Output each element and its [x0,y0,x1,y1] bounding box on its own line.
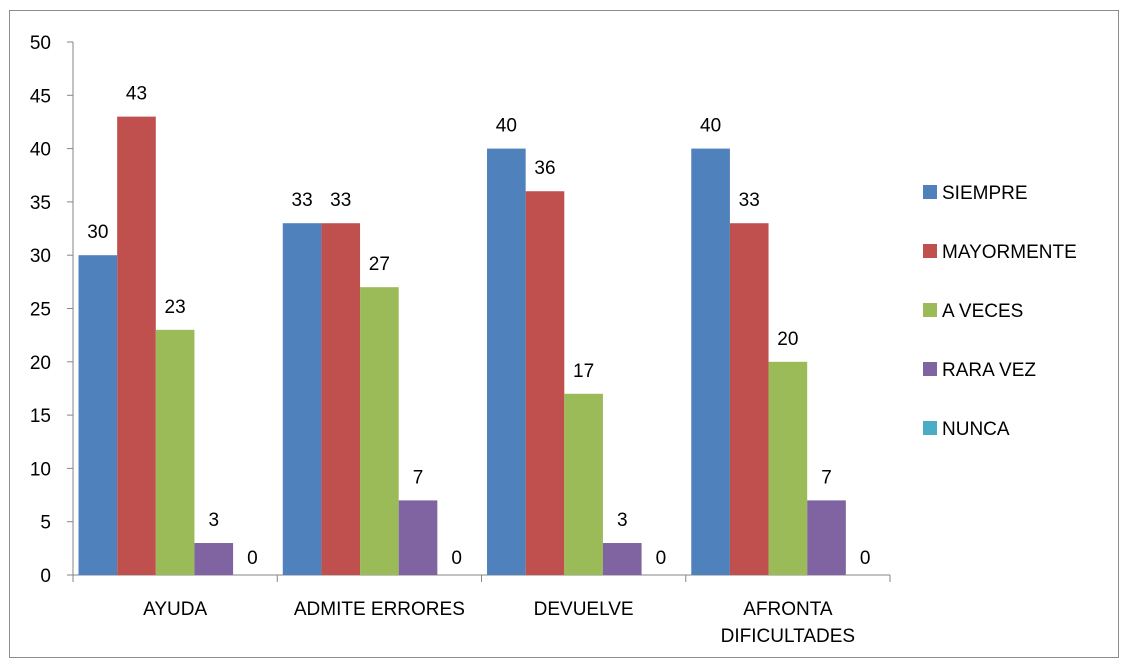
data-label: 0 [860,548,871,569]
bar-rara-vez [398,500,438,575]
data-label: 0 [656,548,667,569]
bar-a-veces [768,361,808,575]
bar-rara-vez [807,500,846,575]
y-tick-label: 20 [30,353,51,374]
data-label: 3 [617,510,628,531]
x-category-label: DIFICULTADES [721,626,855,647]
bar-siempre [78,255,118,575]
data-label: 33 [330,190,351,211]
y-tick-label: 25 [30,300,51,321]
y-tick-label: 5 [40,513,51,534]
data-label: 33 [292,190,313,211]
data-label: 20 [777,329,798,350]
bar-mayormente [729,223,769,575]
legend-label: NUNCA [942,419,1010,440]
bar-mayormente [117,116,156,576]
x-category-label: AYUDA [143,599,207,620]
legend-swatch [923,303,937,317]
data-label: 36 [534,158,555,179]
x-category-label: DEVUELVE [534,599,634,620]
data-label: 27 [369,254,390,275]
data-label: 17 [573,361,594,382]
x-category-label: AFRONTA [743,599,833,620]
bar-rara-vez [602,543,642,575]
legend-swatch [923,244,937,258]
data-label: 23 [165,297,186,318]
bar-siempre [282,223,322,575]
bar-mayormente [525,191,565,576]
data-label: 40 [496,116,517,137]
legend-swatch [923,421,937,435]
legend-label: MAYORMENTE [942,242,1077,263]
bar-a-veces [564,393,603,575]
legend-label: A VECES [942,301,1023,322]
data-label: 33 [739,190,760,211]
legend-swatch [923,185,937,199]
legend-label: SIEMPRE [942,183,1028,204]
data-label: 30 [87,222,108,243]
data-label: 3 [208,510,219,531]
y-tick-label: 45 [30,86,51,107]
data-label: 7 [413,467,424,488]
bar-siempre [691,148,730,575]
bar-mayormente [321,223,361,575]
data-label: 43 [126,84,147,105]
y-tick-label: 10 [30,459,51,480]
bar-rara-vez [194,543,234,575]
y-tick-label: 30 [30,246,51,267]
legend-swatch [923,362,937,376]
x-category-label: ADMITE ERRORES [294,599,465,620]
y-tick-label: 35 [30,193,51,214]
data-label: 7 [821,467,832,488]
legend-label: RARA VEZ [942,360,1036,381]
data-label: 40 [700,116,721,137]
y-tick-label: 15 [30,406,51,427]
y-tick-label: 50 [30,33,51,54]
bar-a-veces [155,329,195,575]
bar-siempre [487,148,526,575]
y-tick-label: 0 [40,566,51,587]
data-label: 0 [451,548,462,569]
data-label: 0 [247,548,258,569]
y-tick-label: 40 [30,140,51,161]
bar-a-veces [360,287,399,575]
